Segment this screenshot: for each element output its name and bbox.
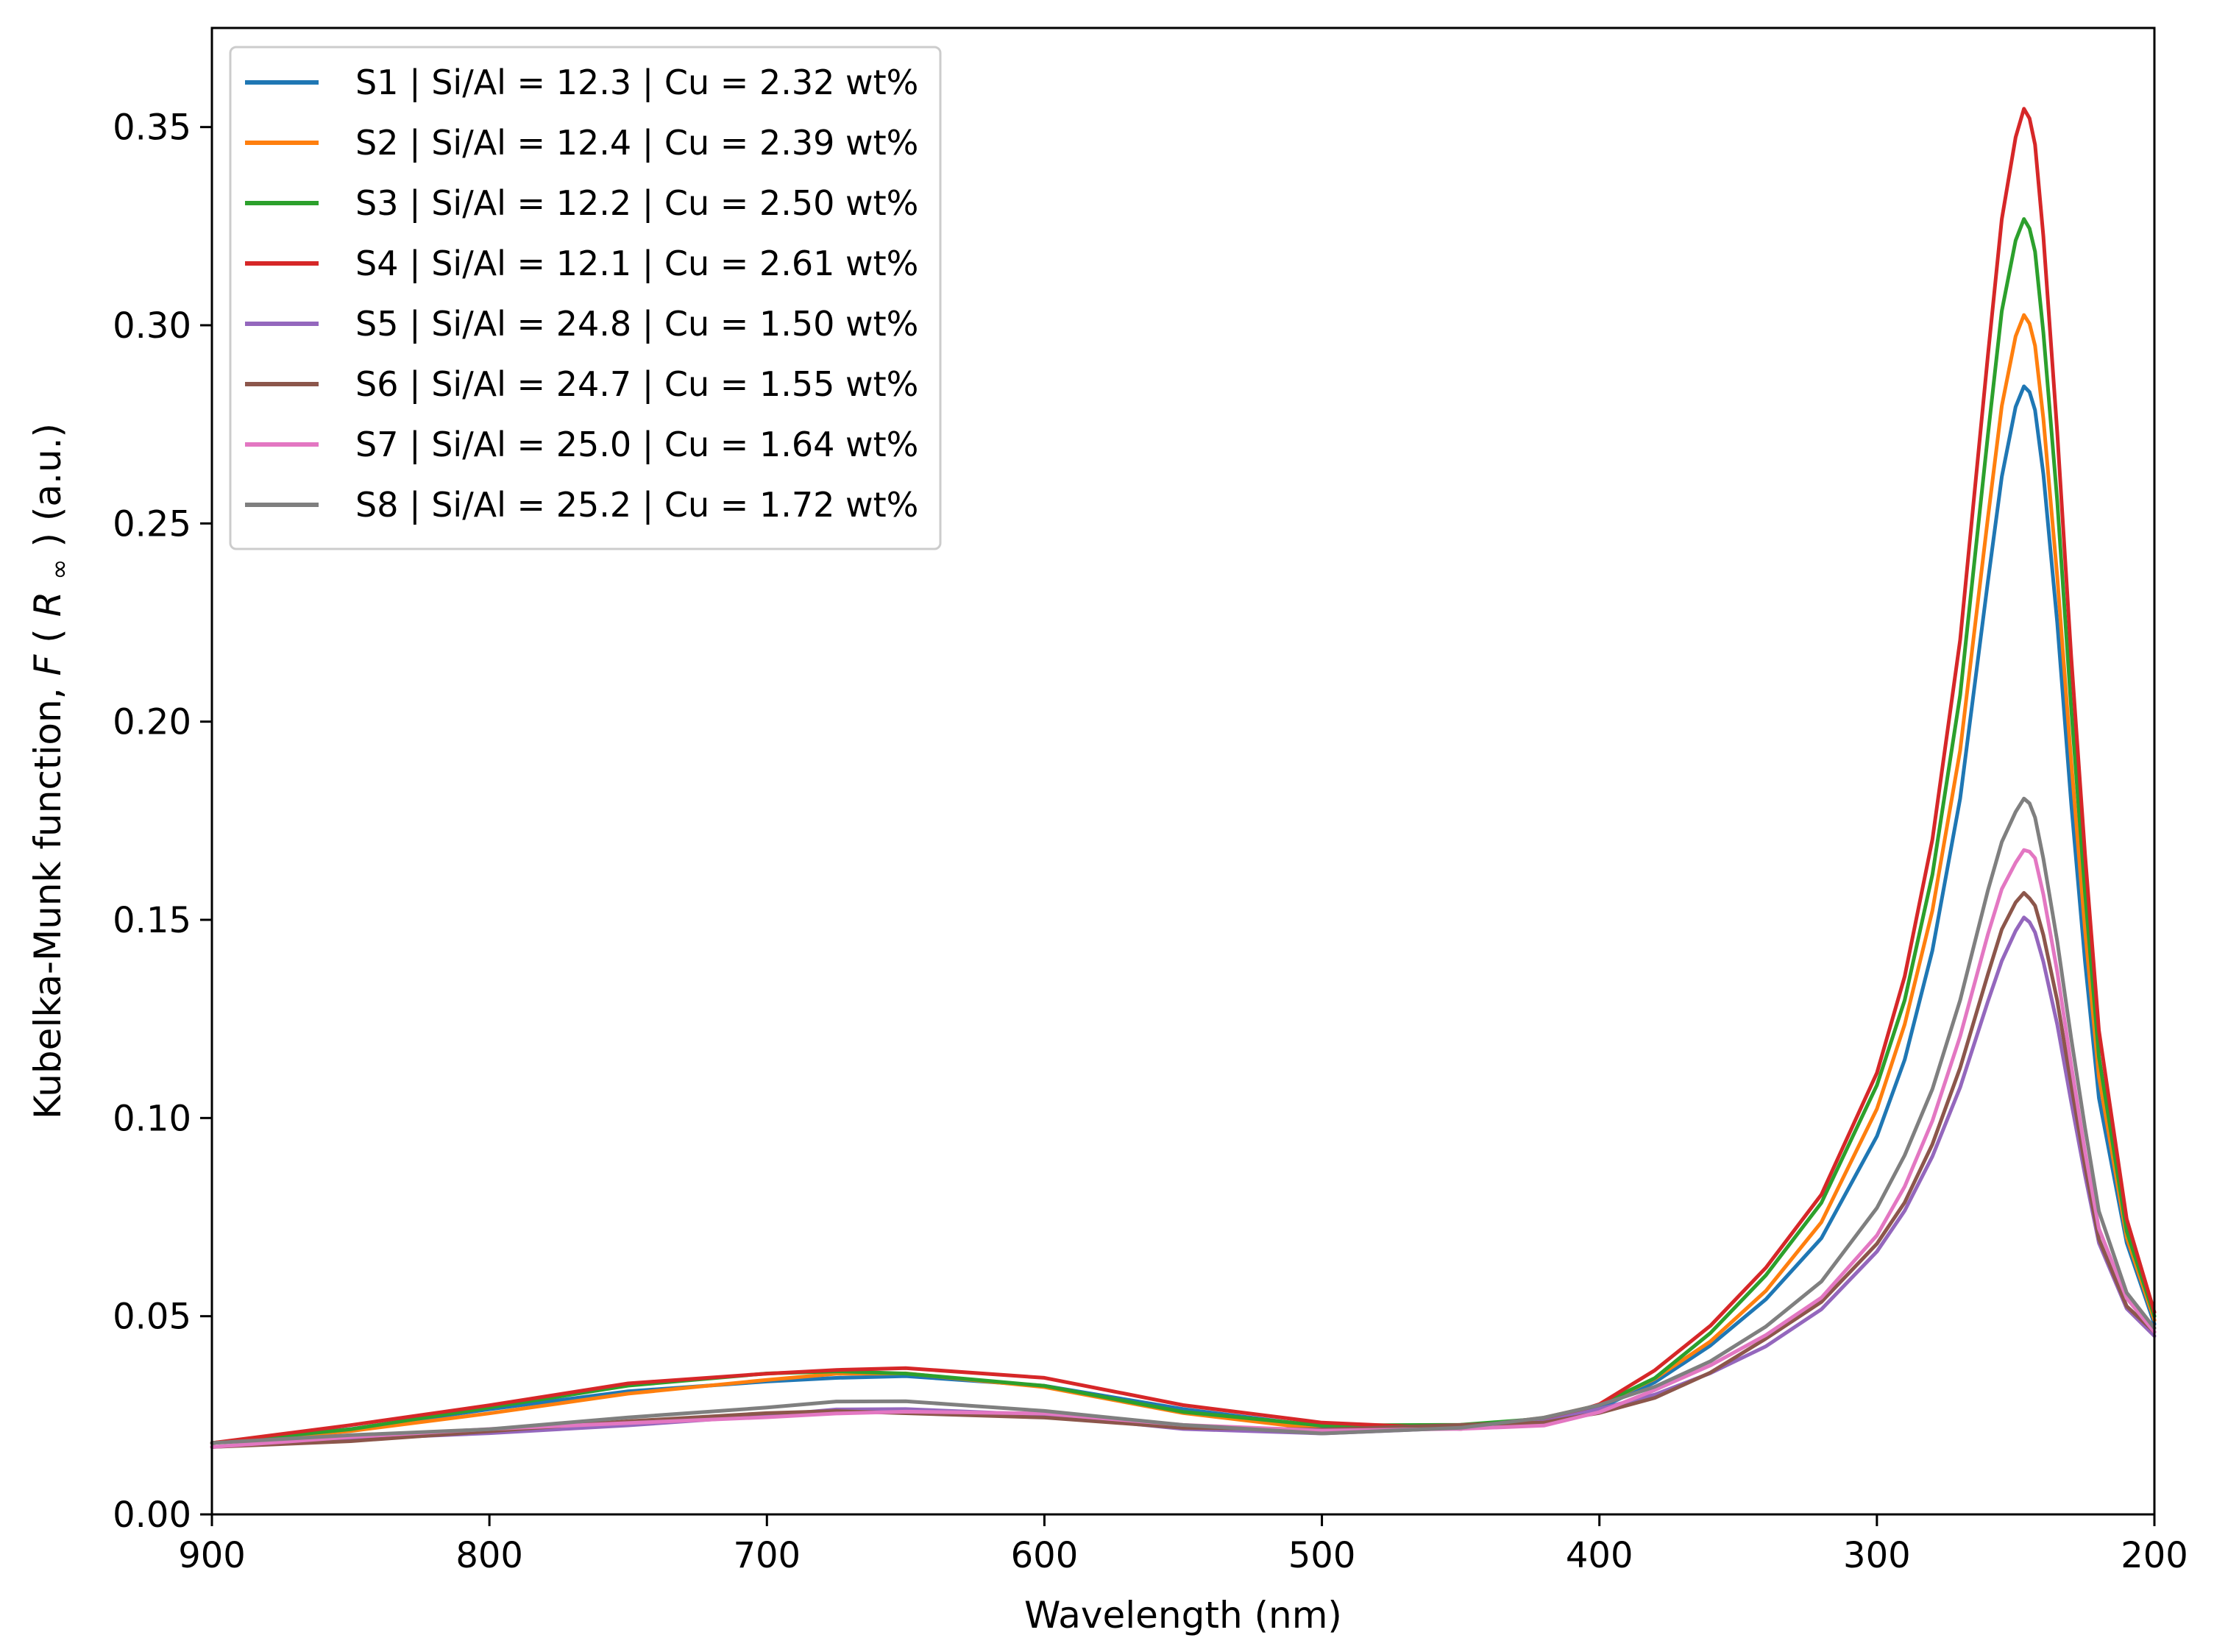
y-axis-label-r: R bbox=[26, 592, 69, 617]
y-axis-label-suffix: (a.u.) bbox=[26, 423, 69, 521]
series-line-3 bbox=[210, 217, 2157, 1445]
legend-entry-label: S5 | Si/Al = 24.8 | Cu = 1.50 wt% bbox=[355, 304, 918, 344]
y-axis: 0.00 0.05 0.10 0.15 0.20 0.25 0.30 0.35 bbox=[113, 107, 212, 1536]
y-axis-label-subscript: ∞ bbox=[45, 559, 74, 579]
y-axis-label: Kubelka-Munk function, F ( R ∞ ) (a.u.) bbox=[26, 423, 77, 1119]
series-line-7 bbox=[210, 848, 2157, 1449]
y-tick-label: 0.25 bbox=[113, 503, 191, 545]
series-line-8 bbox=[210, 796, 2157, 1445]
x-tick-label: 400 bbox=[1566, 1535, 1633, 1576]
y-tick-label: 0.20 bbox=[113, 702, 191, 743]
x-tick-label: 300 bbox=[1843, 1535, 1911, 1576]
legend-entry-label: S7 | Si/Al = 25.0 | Cu = 1.64 wt% bbox=[355, 425, 918, 465]
x-tick-label: 500 bbox=[1288, 1535, 1356, 1576]
legend-entry-label: S2 | Si/Al = 12.4 | Cu = 2.39 wt% bbox=[355, 123, 918, 163]
y-axis-label-close: ) bbox=[26, 533, 69, 547]
y-axis-label-f: F bbox=[26, 654, 69, 676]
x-tick-label: 200 bbox=[2121, 1535, 2188, 1576]
legend-box bbox=[229, 46, 942, 550]
legend-entry-label: S6 | Si/Al = 24.7 | Cu = 1.55 wt% bbox=[355, 364, 918, 405]
x-axis-label: Wavelength (nm) bbox=[1024, 1594, 1342, 1637]
legend-entry-label: S8 | Si/Al = 25.2 | Cu = 1.72 wt% bbox=[355, 485, 918, 525]
x-tick-label: 700 bbox=[733, 1535, 801, 1576]
series-line-1 bbox=[210, 384, 2157, 1445]
y-tick-label: 0.00 bbox=[113, 1495, 191, 1536]
x-tick-label: 600 bbox=[1011, 1535, 1079, 1576]
legend-entry-label: S4 | Si/Al = 12.1 | Cu = 2.61 wt% bbox=[355, 244, 918, 284]
y-tick-label: 0.30 bbox=[113, 305, 191, 347]
y-axis-label-open: ( bbox=[26, 628, 69, 643]
legend-entry-label: S1 | Si/Al = 12.3 | Cu = 2.32 wt% bbox=[355, 63, 918, 103]
series-layer bbox=[210, 107, 2157, 1449]
x-axis: 900 800 700 600 500 400 300 200 bbox=[178, 1514, 2188, 1576]
y-tick-label: 0.15 bbox=[113, 900, 191, 941]
plot-frame bbox=[210, 26, 2156, 1516]
series-line-4 bbox=[210, 107, 2157, 1445]
y-tick-label: 0.05 bbox=[113, 1297, 191, 1338]
x-tick-label: 900 bbox=[178, 1535, 246, 1576]
y-tick-label: 0.10 bbox=[113, 1098, 191, 1139]
series-line-5 bbox=[210, 915, 2157, 1449]
x-tick-label: 800 bbox=[455, 1535, 523, 1576]
legend: S1 | Si/Al = 12.3 | Cu = 2.32 wt% S2 | Si… bbox=[229, 46, 942, 550]
y-tick-label: 0.35 bbox=[113, 107, 191, 149]
y-axis-label-prefix: Kubelka-Munk function, bbox=[26, 676, 69, 1120]
legend-entry-label: S3 | Si/Al = 12.2 | Cu = 2.50 wt% bbox=[355, 183, 918, 224]
